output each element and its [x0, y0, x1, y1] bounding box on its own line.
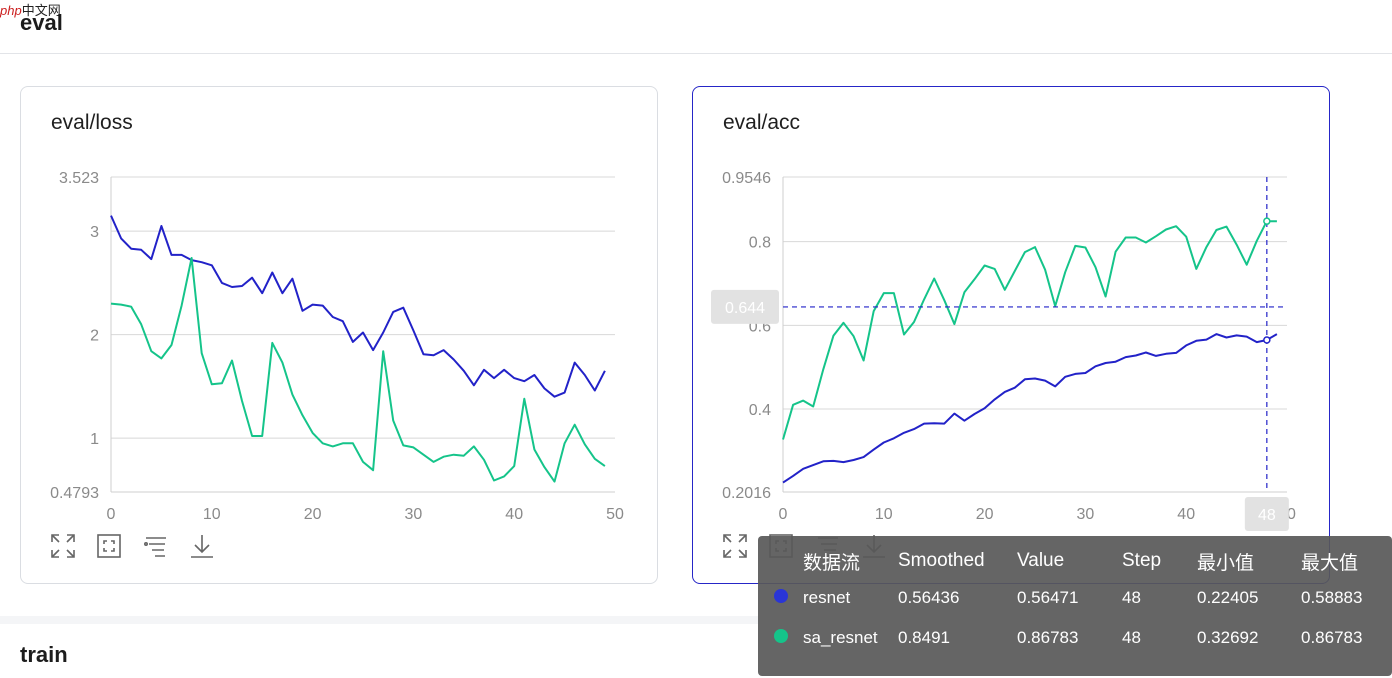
x-tick-label: 50 — [606, 506, 624, 523]
x-tick-label: 0 — [779, 506, 788, 523]
expand-icon[interactable] — [49, 532, 77, 560]
series-line-resnet[interactable] — [782, 333, 1278, 484]
y-tick-label: 0.9546 — [722, 170, 771, 187]
chart-toolbar — [49, 532, 230, 562]
y-tick-label: 0.2016 — [722, 485, 771, 502]
y-tick-label: 1 — [90, 431, 99, 448]
logo-text: php — [0, 3, 22, 18]
tooltip-header-smoothed: Smoothed — [898, 550, 985, 571]
tooltip-step: 48 — [1122, 588, 1141, 607]
x-tick-label: 0 — [107, 506, 116, 523]
tooltip-table: 数据流 Smoothed Value Step 最小值 最大值 resnet 0… — [758, 544, 1392, 658]
tooltip-min: 0.22405 — [1197, 588, 1259, 607]
tooltip-header-max: 最大值 — [1301, 552, 1359, 574]
tooltip-step: 48 — [1122, 628, 1141, 647]
y-tick-label: 3.523 — [59, 170, 99, 187]
crosshair-x-label-box — [1244, 497, 1289, 531]
tooltip-header-swatch — [758, 544, 803, 578]
section-title-eval[interactable]: eval — [20, 10, 63, 35]
crosshair-y-label-box — [711, 289, 779, 324]
x-tick-label: 30 — [1077, 506, 1095, 523]
section-title-train[interactable]: train — [20, 642, 68, 667]
fit-icon[interactable] — [95, 532, 123, 560]
series-color-dot — [774, 629, 788, 643]
tooltip-value: 0.56471 — [1017, 588, 1079, 607]
hover-point-resnet — [1263, 336, 1271, 344]
x-tick-label: 20 — [976, 506, 994, 523]
tooltip-max: 0.58883 — [1301, 588, 1363, 607]
chart-title: eval/loss — [51, 111, 133, 134]
chart-plot-eval-loss[interactable]: 3.523 3 2 1 0.4793 0 10 20 30 40 50 — [21, 87, 659, 585]
x-tick-label: 10 — [203, 506, 221, 523]
tooltip-header-min: 最小值 — [1197, 552, 1255, 574]
site-logo: php中文网 — [0, 0, 61, 19]
logo-cn-text: 中文网 — [21, 3, 61, 18]
tooltip-header-step: Step — [1122, 550, 1162, 571]
series-line-sa_resnet[interactable] — [110, 257, 606, 483]
crosshair-x-label: 48 — [1258, 507, 1276, 524]
tooltip-min: 0.32692 — [1197, 628, 1259, 647]
y-tick-label: 0.4 — [749, 402, 771, 419]
tooltip-header-value: Value — [1017, 550, 1065, 571]
tooltip-header-stream: 数据流 — [803, 552, 861, 574]
x-tick-label: 40 — [505, 506, 523, 523]
chart-card-eval-loss[interactable]: eval/loss 3.523 3 2 1 0.4793 0 10 20 30 40 50 — [20, 86, 658, 584]
x-tick-label: 10 — [875, 506, 893, 523]
hover-point-sa_resnet — [1263, 217, 1271, 225]
y-tick-label: 2 — [90, 328, 99, 345]
tooltip-swatch — [758, 578, 803, 618]
y-tick-label: 0.8 — [749, 235, 771, 252]
tooltip-series-name: sa_resnet — [803, 628, 878, 647]
expand-icon[interactable] — [721, 532, 749, 560]
y-tick-label: 0.4793 — [50, 485, 99, 502]
filter-icon[interactable] — [142, 532, 170, 560]
download-icon[interactable] — [188, 532, 216, 560]
data-tooltip: 数据流 Smoothed Value Step 最小值 最大值 resnet 0… — [758, 536, 1392, 676]
tooltip-row-resnet: resnet 0.56436 0.56471 48 0.22405 0.5888… — [758, 578, 1392, 618]
tooltip-swatch — [758, 618, 803, 658]
tooltip-smoothed: 0.56436 — [898, 588, 960, 607]
top-header: php中文网 — [0, 0, 1392, 54]
tooltip-value: 0.86783 — [1017, 628, 1079, 647]
x-tick-label: 20 — [304, 506, 322, 523]
chart-card-eval-acc[interactable]: eval/acc 0.95460.80.60.40.20160102030405… — [692, 86, 1330, 584]
series-line-resnet[interactable] — [110, 215, 606, 398]
tooltip-smoothed: 0.8491 — [898, 628, 950, 647]
tooltip-series-name: resnet — [803, 588, 851, 607]
tooltip-row-sa-resnet: sa_resnet 0.8491 0.86783 48 0.32692 0.86… — [758, 618, 1392, 658]
chart-title: eval/acc — [723, 111, 801, 134]
y-tick-label: 3 — [90, 224, 99, 241]
crosshair-y-label: 0.644 — [725, 300, 765, 317]
tooltip-max: 0.86783 — [1301, 628, 1363, 647]
series-line-sa_resnet[interactable] — [782, 220, 1277, 440]
series-color-dot — [774, 589, 788, 603]
x-tick-label: 40 — [1177, 506, 1195, 523]
x-tick-label: 30 — [405, 506, 423, 523]
tooltip-header-row: 数据流 Smoothed Value Step 最小值 最大值 — [758, 544, 1392, 578]
